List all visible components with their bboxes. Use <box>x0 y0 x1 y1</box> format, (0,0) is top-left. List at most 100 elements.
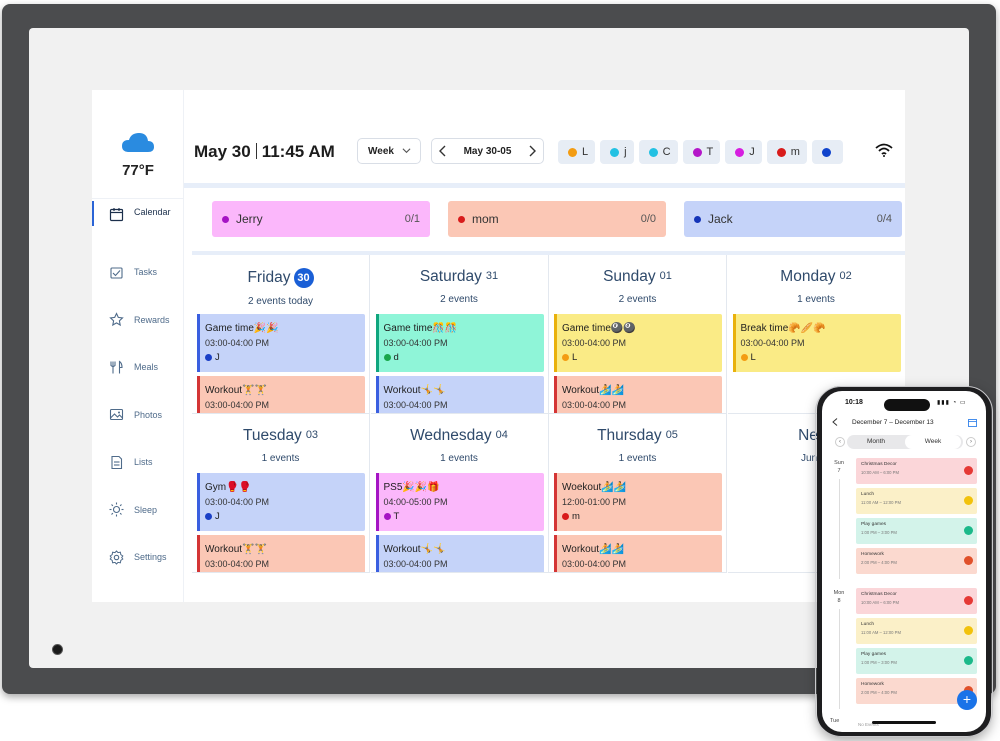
day-number: 01 <box>659 270 672 282</box>
sidebar-item-sleep[interactable]: Sleep <box>92 486 184 534</box>
event-list: Gym🥊🥊 03:00-04:00 PM J Workout🏋️🏋️ 03:00-04:… <box>197 473 365 572</box>
task-count: 0/0 <box>640 213 656 225</box>
sidebar-item-calendar[interactable]: Calendar <box>92 201 184 249</box>
day-cell[interactable]: Tuesday 03 1 events Gym🥊🥊 03:00-04:00 PM J Wor… <box>192 414 370 573</box>
event-time: 03:00-04:00 PM <box>383 559 448 569</box>
event-card[interactable]: Workout🏋️🏋️ 03:00-04:00 PM <box>197 535 365 572</box>
add-event-button[interactable]: + <box>957 690 977 710</box>
view-select[interactable]: Week <box>357 138 421 164</box>
member-color-dot <box>776 147 786 157</box>
assignee-initial: T <box>393 511 400 522</box>
phone-event-card[interactable]: Homework 2:00 PM – 4:00 PM <box>856 548 977 574</box>
back-icon[interactable] <box>832 418 838 426</box>
chevron-left-icon[interactable] <box>438 145 447 157</box>
event-time: 03:00-04:00 PM <box>205 559 270 569</box>
chevron-left-icon[interactable]: ‹ <box>835 437 845 447</box>
assignee-badge <box>964 496 973 505</box>
member-color-dot <box>458 215 465 223</box>
day-cell[interactable]: Thursday 05 1 events Woekout🏄🏄 12:00-01:00 P… <box>549 414 727 573</box>
event-card[interactable]: PS5🎉🎉🎁 04:00-05:00 PM T <box>375 473 544 531</box>
phone-event-card[interactable]: Lunch 11:00 AM – 12:00 PM <box>856 488 977 514</box>
event-count: Jun 06 <box>800 453 832 464</box>
calendar-icon <box>109 208 124 222</box>
member-summary-card[interactable]: mom 0/0 <box>448 201 666 237</box>
phone-event-card[interactable]: Homework 2:00 PM – 4:00 PM <box>856 678 977 704</box>
member-color-dot <box>205 354 212 361</box>
phone-event-card[interactable]: Lunch 11:00 AM – 12:00 PM <box>856 618 977 644</box>
event-time: 10:00 AM – 6:00 PM <box>861 600 899 605</box>
event-time: 2:00 PM – 4:00 PM <box>861 560 897 565</box>
member-chip[interactable]: T <box>682 140 721 164</box>
member-chip[interactable]: L <box>558 140 596 164</box>
event-color-bar <box>732 314 736 372</box>
tasks-icon <box>110 267 123 279</box>
event-card[interactable]: Game time🎱🎱 03:00-04:00 PM L <box>554 314 722 372</box>
day-cell[interactable]: Monday 02 1 events Break time🥐🥖🥐 03:00-04:00… <box>727 255 905 414</box>
member-name: mom <box>472 212 499 226</box>
event-time: 11:00 AM – 12:00 PM <box>861 500 901 505</box>
sidebar-item-meals[interactable]: Meals <box>92 344 184 392</box>
event-color-bar <box>554 314 557 372</box>
event-card[interactable]: Workout🤸🤸 03:00-04:00 PM <box>375 535 544 572</box>
today-badge: 30 <box>293 268 314 288</box>
member-color-dot <box>222 215 229 223</box>
status-icons: ▮▮▮ ◔ ▭ <box>937 400 967 406</box>
tab-month[interactable]: Month <box>866 438 886 445</box>
phone-event-card[interactable]: Play games 1:00 PM – 3:00 PM <box>856 648 977 674</box>
day-number: 04 <box>495 429 508 441</box>
event-title: Break time🥐🥖🥐 <box>740 323 826 334</box>
day-cell[interactable]: Sunday 01 2 events Game time🎱🎱 03:00-04:00 P… <box>549 255 727 414</box>
member-summary-card[interactable]: Jerry 0/1 <box>212 201 430 237</box>
event-title: Game time🎉🎉 <box>205 323 279 334</box>
day-name: Friday <box>247 269 291 286</box>
date-range: May 30-05 <box>463 145 512 157</box>
member-chip[interactable] <box>811 140 843 164</box>
event-card[interactable]: Game time🎊🎊 03:00-04:00 PM d <box>375 314 544 372</box>
calendar-icon[interactable] <box>968 418 977 427</box>
day-cell[interactable]: Friday 30 2 events today Game time🎉🎉 03:00-0… <box>192 255 370 414</box>
event-color-bar <box>554 376 557 413</box>
event-card[interactable]: Break time🥐🥖🥐 03:00-04:00 PM L <box>732 314 901 372</box>
tab-week[interactable]: Week <box>905 435 961 449</box>
day-cell[interactable]: Wednesday 04 1 events PS5🎉🎉🎁 04:00-05:00 PM T… <box>370 414 549 573</box>
event-card[interactable]: Woekout🏄🏄 12:00-01:00 PM m <box>554 473 722 531</box>
event-card[interactable]: Workout🤸🤸 03:00-04:00 PM <box>375 376 544 413</box>
event-count: 2 events today <box>247 296 314 307</box>
member-color-dot <box>568 147 577 157</box>
divider <box>92 198 184 199</box>
sidebar-item-lists[interactable]: Lists <box>92 439 184 487</box>
event-card[interactable]: Workout🏋️🏋️ 03:00-04:00 PM <box>197 376 365 413</box>
event-count: 1 events <box>440 453 478 464</box>
event-title: Workout🏄🏄 <box>562 544 624 555</box>
member-color-dot <box>610 147 620 157</box>
member-chip[interactable]: C <box>638 140 678 164</box>
sidebar-item-rewards[interactable]: Rewards <box>92 296 184 344</box>
event-card[interactable]: Game time🎉🎉 03:00-04:00 PM J <box>197 314 365 372</box>
event-card[interactable]: Gym🥊🥊 03:00-04:00 PM J <box>197 473 365 531</box>
member-chip[interactable]: j <box>600 140 634 164</box>
member-name: Jerry <box>236 212 263 226</box>
assignee-badge <box>964 526 973 535</box>
assignee-initial: J <box>215 511 220 522</box>
event-title: Christmas Decor <box>861 592 897 597</box>
phone-event-card[interactable]: Christmas Decor 10:00 AM – 6:00 PM <box>856 458 977 484</box>
member-color-dot <box>648 147 658 157</box>
event-card[interactable]: Workout🏄🏄 03:00-04:00 PM <box>554 535 722 572</box>
member-summary-card[interactable]: Jack 0/4 <box>684 201 902 237</box>
chevron-right-icon[interactable] <box>528 145 537 157</box>
sidebar-item-settings[interactable]: Settings <box>92 534 184 582</box>
event-color-bar <box>554 473 557 531</box>
member-chip[interactable]: J <box>725 140 762 164</box>
member-chip[interactable]: m <box>766 140 807 164</box>
sidebar-item-tasks[interactable]: Tasks <box>92 249 184 297</box>
photos-icon <box>109 409 124 421</box>
phone-event-card[interactable]: Christmas Decor 10:00 AM – 6:00 PM <box>856 588 977 614</box>
sidebar-item-photos[interactable]: Photos <box>92 391 184 439</box>
chevron-right-icon[interactable]: › <box>966 437 976 447</box>
phone-event-card[interactable]: Play games 1:00 PM – 3:00 PM <box>856 518 977 544</box>
day-cell[interactable]: Saturday 31 2 events Game time🎊🎊 03:00-04:00… <box>370 255 549 414</box>
event-title: Workout🏄🏄 <box>562 385 624 396</box>
event-list: Woekout🏄🏄 12:00-01:00 PM m Workout🏄🏄 03:00-0… <box>554 473 722 572</box>
day-header: Saturday 31 2 events <box>371 255 548 305</box>
event-card[interactable]: Workout🏄🏄 03:00-04:00 PM <box>554 376 722 413</box>
